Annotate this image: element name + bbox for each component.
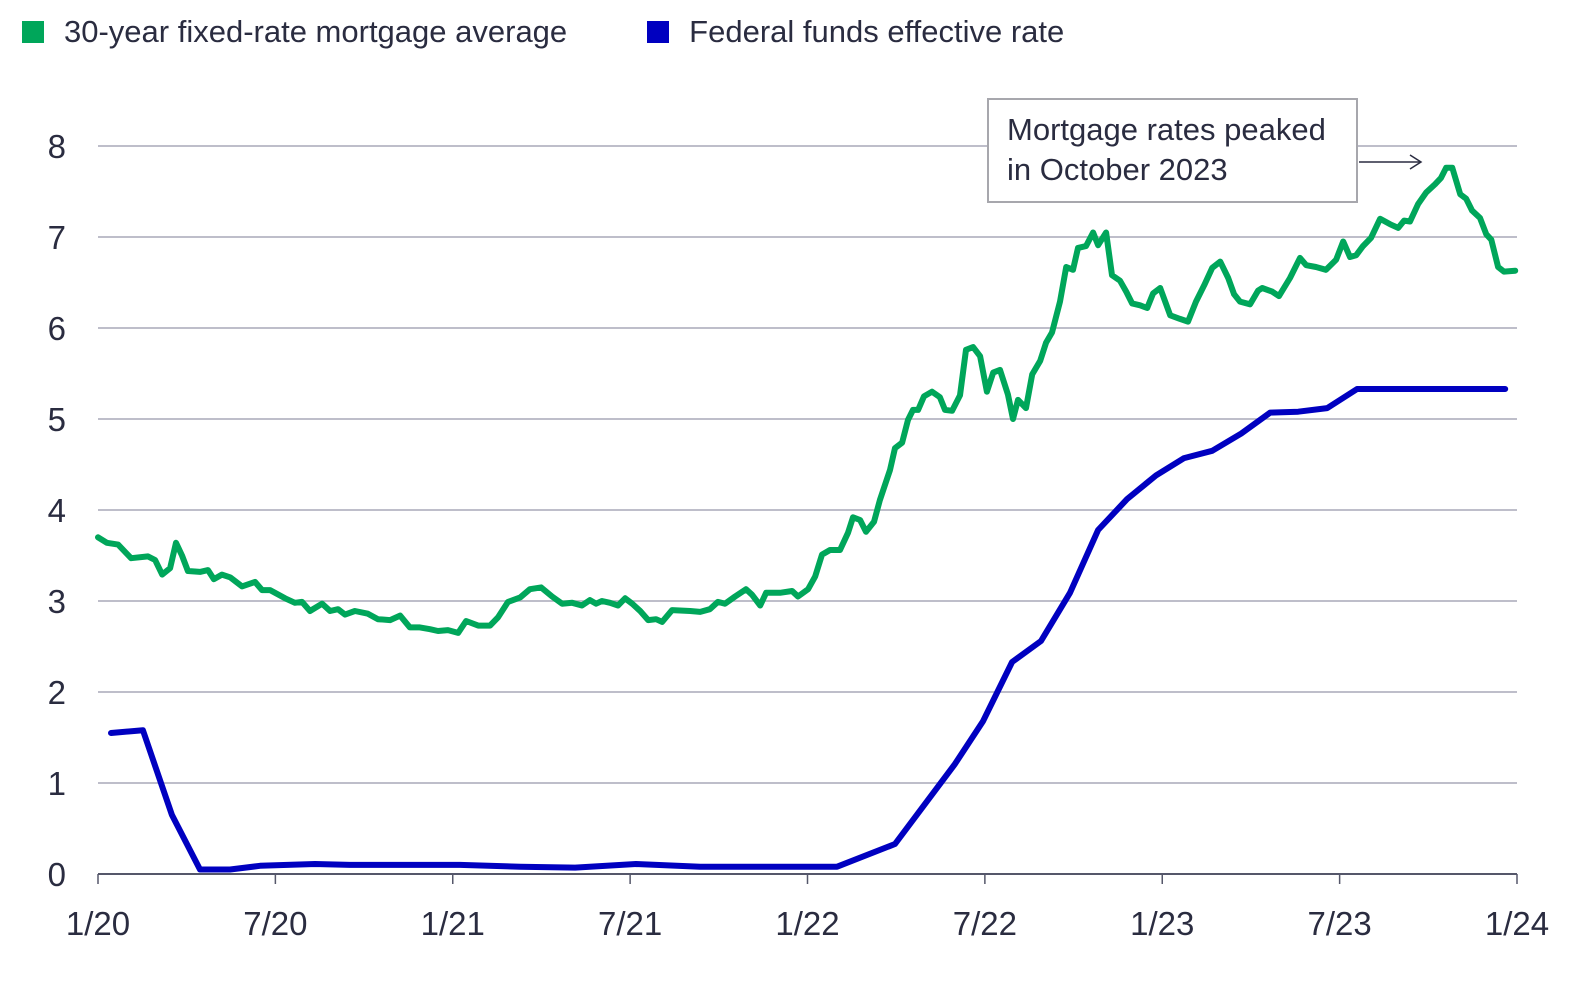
y-tick-label: 7 bbox=[48, 219, 66, 256]
y-tick-label: 5 bbox=[48, 401, 66, 438]
y-tick-label: 1 bbox=[48, 765, 66, 802]
legend-label-mortgage: 30-year fixed-rate mortgage average bbox=[64, 14, 568, 49]
annotation-box: Mortgage rates peaked in October 2023 bbox=[987, 98, 1358, 203]
legend-swatch-mortgage bbox=[22, 21, 44, 43]
y-tick-label: 6 bbox=[48, 310, 66, 347]
x-tick-label: 7/22 bbox=[953, 905, 1017, 942]
legend: 30-year fixed-rate mortgage average Fede… bbox=[22, 14, 1144, 50]
y-tick-label: 8 bbox=[48, 128, 66, 165]
legend-item-fed-funds: Federal funds effective rate bbox=[647, 14, 1064, 50]
legend-label-fed-funds: Federal funds effective rate bbox=[689, 14, 1065, 49]
y-tick-label: 2 bbox=[48, 674, 66, 711]
legend-item-mortgage: 30-year fixed-rate mortgage average bbox=[22, 14, 567, 50]
legend-swatch-fed-funds bbox=[647, 21, 670, 43]
mortgage-rate-line bbox=[95, 164, 1519, 636]
x-tick-label: 1/22 bbox=[775, 905, 839, 942]
x-tick-label: 1/20 bbox=[66, 905, 130, 942]
x-tick-label: 1/21 bbox=[421, 905, 485, 942]
x-tick-label: 7/21 bbox=[598, 905, 662, 942]
annotation-line-1: Mortgage rates peaked bbox=[1007, 112, 1326, 147]
annotation-arrowhead-icon bbox=[1409, 154, 1423, 170]
x-tick-label: 7/20 bbox=[243, 905, 307, 942]
annotation-line-2: in October 2023 bbox=[1007, 152, 1228, 187]
y-tick-label: 4 bbox=[48, 492, 66, 529]
x-tick-label: 7/23 bbox=[1308, 905, 1372, 942]
y-tick-label: 0 bbox=[48, 856, 66, 893]
x-tick-label: 1/23 bbox=[1130, 905, 1194, 942]
y-tick-label: 3 bbox=[48, 583, 66, 620]
fed-funds-rate-line bbox=[108, 386, 1509, 873]
x-tick-label: 1/24 bbox=[1485, 905, 1549, 942]
